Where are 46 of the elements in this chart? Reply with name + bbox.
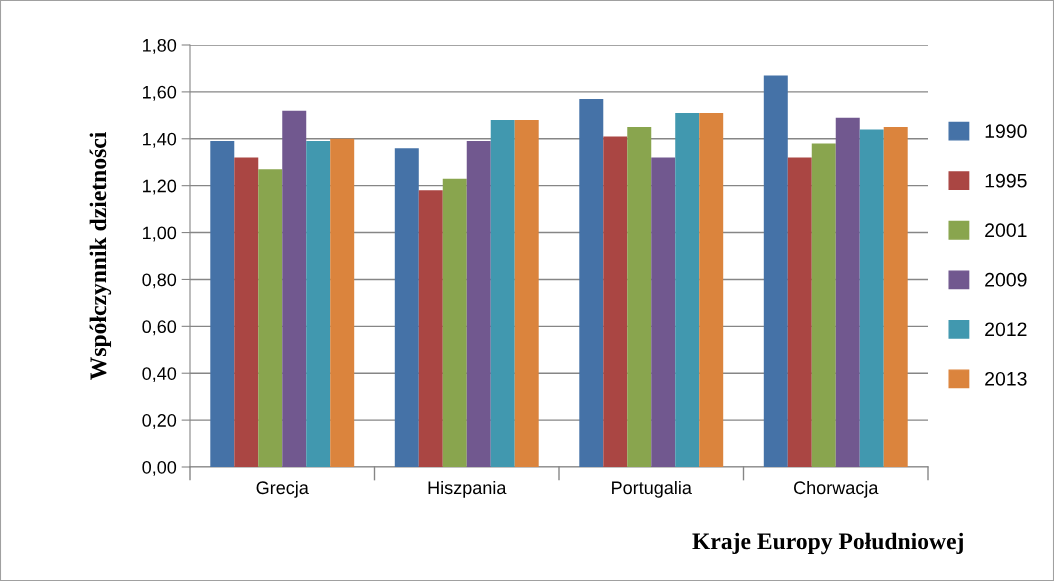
y-tick-label: 1,80 xyxy=(143,38,177,54)
bar xyxy=(651,157,676,467)
bar xyxy=(699,112,724,467)
bar xyxy=(627,127,652,467)
bar xyxy=(787,157,812,467)
x-axis-title: Kraje Europy Południowej xyxy=(692,532,963,555)
legend-label: 2001 xyxy=(985,223,1027,238)
y-tick-label: 0,20 xyxy=(142,414,177,429)
bar xyxy=(514,120,539,467)
bar xyxy=(306,141,331,467)
bar xyxy=(763,75,788,467)
x-tick-label: Chorwacja xyxy=(794,480,879,498)
y-tick-label: 0,00 xyxy=(142,460,177,476)
bar xyxy=(394,148,419,467)
y-tick-label: 1,00 xyxy=(143,226,177,242)
x-tick-label: Portugalia xyxy=(612,480,692,498)
x-tick-label: Hiszpania xyxy=(428,480,507,498)
bar xyxy=(811,143,836,467)
y-tick-label: 1,20 xyxy=(143,179,177,195)
y-tick-label: 0,80 xyxy=(142,273,177,289)
legend-label: 2009 xyxy=(985,272,1027,287)
legend-label: 2013 xyxy=(985,371,1027,386)
bar xyxy=(579,98,604,467)
y-tick-label: 0,60 xyxy=(142,320,177,336)
legend-label: 1990 xyxy=(985,124,1027,139)
bar xyxy=(234,157,259,467)
bar xyxy=(883,127,908,467)
y-tick-label: 1,40 xyxy=(143,132,177,148)
bar xyxy=(466,141,491,467)
bar xyxy=(835,117,860,467)
bar xyxy=(603,136,628,467)
legend-label: 2012 xyxy=(985,322,1027,337)
bar xyxy=(330,138,355,467)
y-tick-label: 1,60 xyxy=(143,85,177,101)
bar xyxy=(442,178,467,467)
x-tick-label: Grecja xyxy=(256,480,309,498)
bar xyxy=(258,169,283,467)
bar xyxy=(210,141,235,467)
bar xyxy=(859,129,884,467)
bar xyxy=(418,190,443,467)
legend-label: 1995 xyxy=(985,173,1027,188)
bar xyxy=(490,120,515,467)
bar xyxy=(282,110,307,467)
bar xyxy=(675,112,700,467)
y-tick-label: 0,40 xyxy=(142,367,177,383)
y-axis-title: Współczynnik dzietności xyxy=(89,132,112,380)
